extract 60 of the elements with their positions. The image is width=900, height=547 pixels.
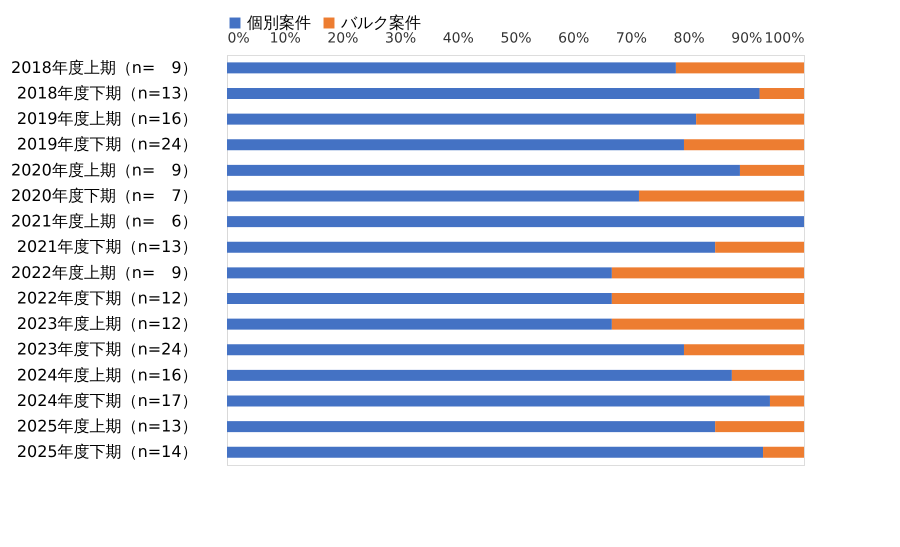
bar (227, 267, 612, 278)
bar (684, 344, 804, 356)
y-tick-label: 2024年度上期（n=16） (16, 365, 198, 384)
bar (763, 446, 804, 458)
x-tick-label: 80% (674, 30, 705, 46)
bar (227, 370, 732, 381)
y-tick-label: 2021年度上期（n= 6） (11, 212, 198, 231)
y-tick-label: 2023年度下期（n=24） (16, 340, 198, 359)
y-tick-label: 2019年度上期（n=16） (16, 109, 198, 128)
legend-label: バルク案件 (340, 13, 421, 32)
bar (227, 164, 740, 176)
bar (227, 139, 684, 150)
bar (227, 395, 770, 406)
bar (227, 242, 716, 253)
bar (684, 139, 804, 150)
y-tick-label: 2019年度下期（n=24） (16, 134, 198, 154)
bar (227, 446, 764, 458)
bar (740, 164, 804, 176)
y-tick-label: 2024年度下期（n=17） (16, 390, 198, 410)
x-tick-label: 20% (327, 30, 358, 46)
bar (612, 318, 804, 330)
bar (715, 421, 804, 432)
y-tick-label: 2025年度上期（n=13） (16, 416, 198, 436)
bar (715, 242, 804, 253)
bar (227, 216, 804, 228)
x-tick-label: 100% (764, 30, 804, 46)
x-tick-label: 70% (616, 30, 647, 46)
x-tick-label: 90% (731, 30, 762, 46)
bar (227, 62, 676, 74)
y-tick-label: 2020年度上期（n= 9） (11, 160, 198, 180)
bar (227, 190, 639, 202)
bar (760, 88, 804, 99)
bar (612, 292, 804, 304)
y-tick-label: 2022年度下期（n=12） (16, 288, 198, 308)
y-tick-label: 2022年度上期（n= 9） (11, 262, 198, 282)
bar (227, 114, 696, 125)
bar (227, 318, 612, 330)
bar (770, 395, 804, 406)
bar (696, 114, 804, 125)
bar (227, 344, 684, 356)
y-tick-label: 2023年度上期（n=12） (16, 314, 198, 334)
bar (227, 88, 760, 99)
x-tick-label: 10% (270, 30, 301, 46)
y-tick-label: 2025年度下期（n=14） (16, 442, 198, 462)
y-tick-label: 2018年度下期（n=13） (16, 83, 198, 102)
y-tick-label: 2021年度下期（n=13） (16, 237, 198, 256)
x-tick-label: 40% (442, 30, 474, 46)
bar (612, 267, 804, 278)
y-tick-label: 2020年度下期（n= 7） (11, 186, 198, 205)
x-tick-label: 50% (500, 30, 532, 46)
x-tick-label: 60% (558, 30, 590, 46)
y-tick-label: 2018年度上期（n= 9） (11, 58, 198, 77)
legend-label: 個別案件 (247, 13, 311, 32)
bar (676, 62, 804, 74)
bar (227, 421, 716, 432)
x-tick-label: 0% (228, 30, 250, 46)
bar (638, 190, 804, 202)
x-tick-label: 30% (385, 30, 416, 46)
bar (732, 370, 804, 381)
bar (227, 292, 612, 304)
